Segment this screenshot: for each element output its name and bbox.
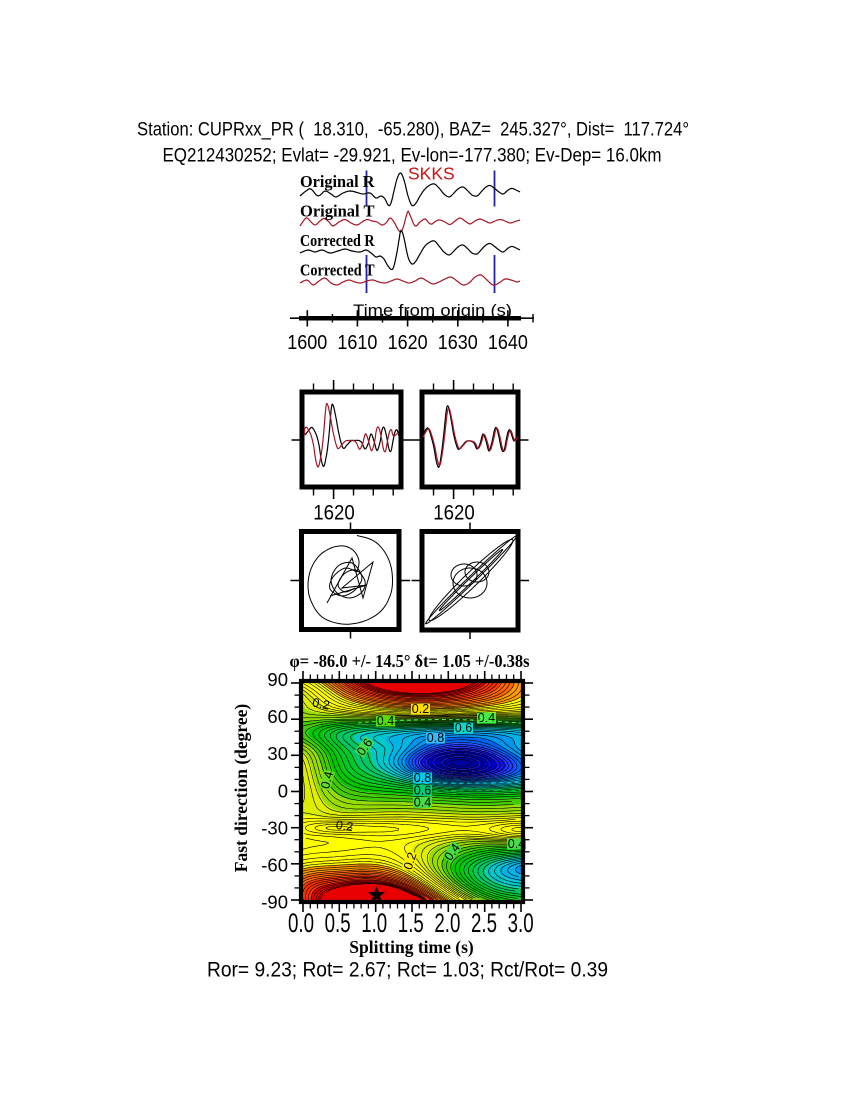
svg-text:0.4: 0.4 [377, 714, 394, 728]
svg-text:0.5: 0.5 [325, 908, 351, 938]
svg-text:1620: 1620 [388, 332, 428, 354]
svg-text:0.4: 0.4 [478, 711, 495, 725]
svg-text:2.5: 2.5 [471, 908, 497, 938]
svg-text:-90: -90 [261, 892, 288, 913]
svg-text:1630: 1630 [438, 332, 478, 354]
svg-text:1.0: 1.0 [361, 908, 387, 938]
svg-text:Time from origin (s): Time from origin (s) [353, 301, 512, 320]
svg-text:Original T: Original T [300, 202, 375, 221]
svg-text:90: 90 [267, 669, 288, 690]
svg-text:0.0: 0.0 [288, 908, 314, 938]
svg-text:0.8: 0.8 [414, 771, 431, 785]
svg-text:0.4: 0.4 [318, 770, 336, 790]
svg-text:1.5: 1.5 [398, 908, 424, 938]
svg-text:30: 30 [267, 743, 288, 764]
svg-text:EQ212430252; Evlat= -29.921, E: EQ212430252; Evlat= -29.921, Ev-lon=-177… [163, 145, 662, 167]
svg-text:0.2: 0.2 [412, 702, 429, 716]
svg-text:60: 60 [267, 706, 288, 727]
svg-text:1640: 1640 [488, 332, 528, 354]
svg-text:0.4: 0.4 [508, 837, 525, 851]
svg-text:0.4: 0.4 [414, 796, 431, 810]
svg-text:Corrected R: Corrected R [300, 231, 375, 250]
svg-text:φ= -86.0 +/- 14.5° δt= 1.05 +/: φ= -86.0 +/- 14.5° δt= 1.05 +/-0.38s [290, 651, 530, 671]
svg-text:SKKS: SKKS [408, 164, 455, 184]
svg-text:-60: -60 [261, 855, 288, 876]
svg-text:-30: -30 [261, 817, 288, 838]
svg-text:0.8: 0.8 [427, 731, 444, 745]
svg-text:Splitting time (s): Splitting time (s) [349, 937, 474, 957]
svg-text:0.6: 0.6 [414, 784, 431, 798]
svg-text:2.0: 2.0 [434, 908, 460, 938]
svg-text:0.2: 0.2 [401, 851, 420, 872]
svg-text:Corrected T: Corrected T [300, 261, 375, 280]
svg-text:Ror= 9.23; Rot= 2.67; Rct= 1.0: Ror= 9.23; Rot= 2.67; Rct= 1.03; Rct/Rot… [207, 959, 608, 982]
svg-text:1600: 1600 [287, 332, 327, 354]
svg-text:Fast direction (degree): Fast direction (degree) [231, 704, 251, 873]
svg-text:3.0: 3.0 [508, 908, 534, 938]
svg-text:Station: CUPRxx_PR ( 18.310,: Station: CUPRxx_PR ( 18.310, -65.280), B… [137, 119, 689, 141]
svg-text:0: 0 [278, 780, 288, 801]
svg-text:0.2: 0.2 [311, 695, 331, 712]
svg-text:1620: 1620 [313, 502, 355, 525]
svg-text:1610: 1610 [337, 332, 377, 354]
svg-text:1620: 1620 [433, 502, 475, 525]
svg-text:0.2: 0.2 [335, 818, 354, 834]
svg-text:Original R: Original R [300, 172, 376, 191]
svg-text:0.6: 0.6 [455, 721, 472, 735]
